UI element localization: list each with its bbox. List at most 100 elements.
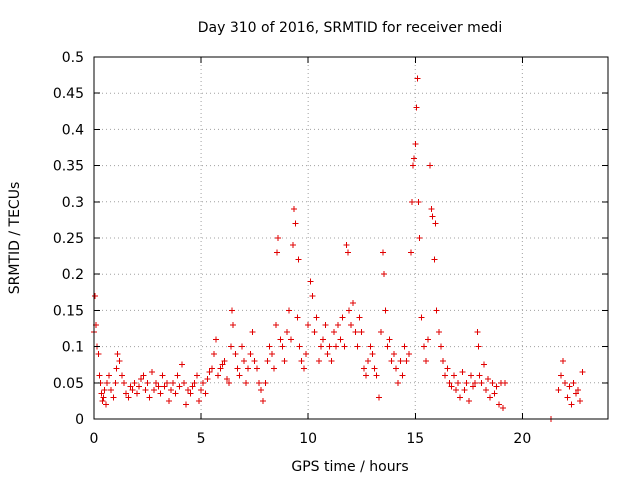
data-point [120, 379, 127, 386]
data-point [476, 372, 483, 379]
data-point [114, 350, 121, 357]
y-tick-label: 0.3 [62, 195, 84, 211]
data-point [557, 372, 564, 379]
data-point [375, 394, 382, 401]
data-point [161, 383, 168, 390]
data-point [339, 314, 346, 321]
data-point [236, 372, 243, 379]
data-point [165, 397, 172, 404]
data-point [285, 307, 292, 314]
data-point [371, 365, 378, 372]
data-point [101, 387, 108, 394]
data-point [491, 390, 498, 397]
data-point [382, 307, 389, 314]
y-tick-label: 0.45 [53, 86, 84, 102]
data-point [330, 329, 337, 336]
data-point [428, 206, 435, 213]
x-tick-label: 15 [406, 431, 424, 447]
data-point [133, 390, 140, 397]
data-point [153, 379, 160, 386]
data-point [457, 394, 464, 401]
data-point [566, 383, 573, 390]
data-point [326, 343, 333, 350]
data-point [298, 358, 305, 365]
data-point [437, 343, 444, 350]
data-point [570, 379, 577, 386]
data-point [362, 372, 369, 379]
data-point [300, 365, 307, 372]
data-point [446, 379, 453, 386]
data-point [320, 336, 327, 343]
data-point [465, 397, 472, 404]
data-point [183, 401, 190, 408]
data-point [105, 372, 112, 379]
data-point [290, 242, 297, 249]
data-point [450, 372, 457, 379]
data-point [92, 292, 99, 299]
data-point [260, 397, 267, 404]
data-point [195, 397, 202, 404]
data-point [96, 372, 103, 379]
data-point [113, 365, 120, 372]
data-point [348, 321, 354, 328]
data-point [373, 372, 380, 379]
data-point [219, 361, 226, 368]
data-point [99, 397, 106, 404]
data-point [95, 350, 102, 357]
y-tick-label: 0.15 [53, 303, 84, 319]
data-point [475, 343, 482, 350]
y-tick-label: 0.4 [62, 122, 84, 138]
data-point [487, 394, 494, 401]
data-point [135, 383, 142, 390]
data-point [189, 383, 196, 390]
data-point [123, 390, 130, 397]
data-point [253, 365, 260, 372]
data-point [176, 383, 183, 390]
data-point [384, 343, 391, 350]
data-point [388, 358, 395, 365]
data-point [324, 350, 331, 357]
data-point [425, 336, 432, 343]
data-point [191, 379, 198, 386]
data-point [415, 198, 422, 205]
data-point [444, 365, 451, 372]
x-tick-label: 5 [197, 431, 206, 447]
data-point [485, 376, 492, 383]
y-axis-label: SRMTID / TECUs [7, 182, 23, 295]
data-point [433, 307, 440, 314]
data-point [442, 372, 449, 379]
data-point [341, 343, 348, 350]
data-point [245, 365, 252, 372]
data-points [91, 75, 586, 422]
data-point [266, 343, 273, 350]
data-point [283, 329, 290, 336]
data-point [577, 397, 584, 404]
data-point [228, 343, 235, 350]
data-point [273, 321, 280, 328]
data-point [294, 314, 301, 321]
data-point [432, 220, 439, 227]
data-point [309, 292, 316, 299]
data-point [403, 358, 410, 365]
y-tick-label: 0.25 [53, 231, 84, 247]
data-point [200, 379, 207, 386]
data-point [208, 365, 215, 372]
data-point [315, 358, 322, 365]
data-point [230, 321, 237, 328]
data-point [500, 405, 507, 412]
data-point [435, 329, 442, 336]
data-point [495, 401, 502, 408]
data-point [204, 376, 211, 383]
y-axis-ticks: 0 0.05 0.1 0.15 0.2 0.25 0.3 0.35 0.4 0.45 0.5 [53, 50, 608, 428]
data-point [452, 387, 459, 394]
data-point [305, 321, 312, 328]
data-point [185, 387, 192, 394]
data-point [172, 390, 179, 397]
data-point [318, 343, 325, 350]
data-point [386, 336, 393, 343]
data-point [112, 379, 119, 386]
data-point [277, 336, 284, 343]
data-point [313, 314, 320, 321]
data-point [409, 198, 416, 205]
data-point [493, 383, 500, 390]
